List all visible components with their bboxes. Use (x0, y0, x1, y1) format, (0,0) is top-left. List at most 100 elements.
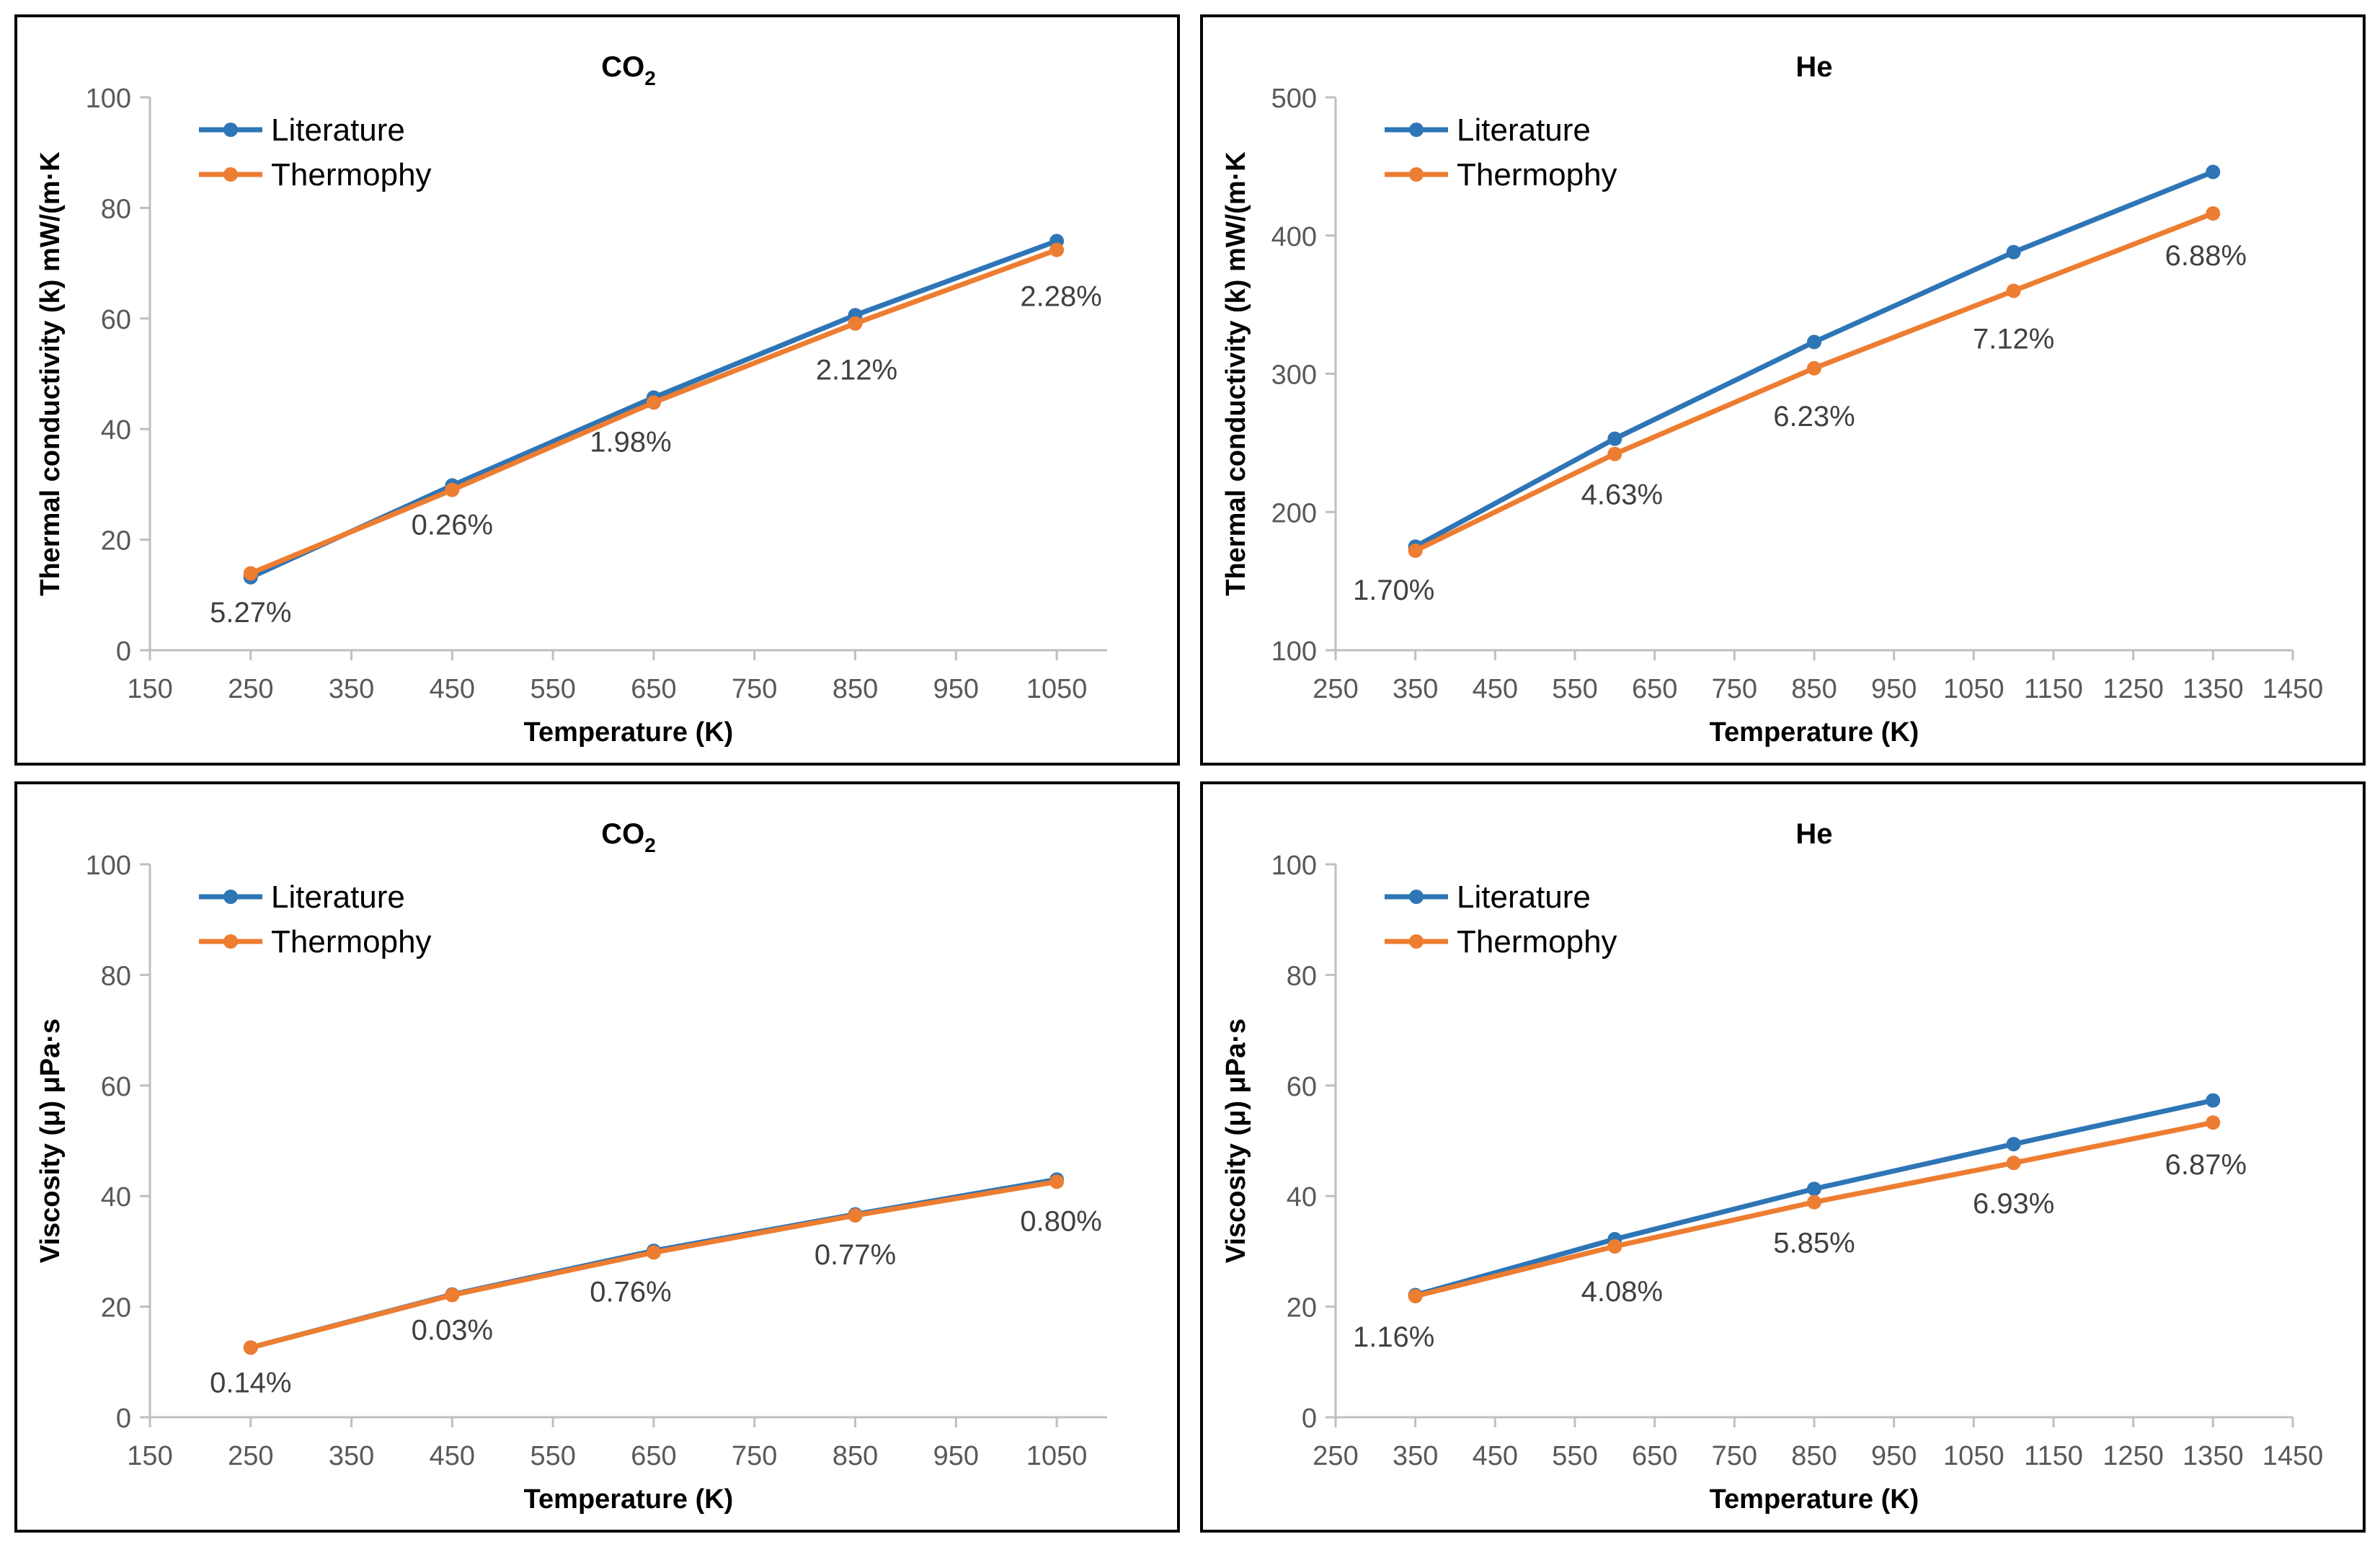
legend-label: Literature (271, 112, 405, 148)
x-tick-label: 950 (933, 674, 979, 704)
data-point-literature (2006, 244, 2021, 260)
y-tick-label: 60 (101, 1072, 131, 1102)
data-point-thermophy (2206, 1115, 2221, 1130)
data-point-thermophy (243, 566, 258, 581)
legend-swatch-marker (223, 167, 238, 182)
y-tick-label: 60 (101, 305, 131, 335)
legend-entry-literature: Literature (1385, 112, 1591, 148)
x-tick-label: 250 (228, 674, 273, 704)
legend-swatch-marker (223, 934, 238, 949)
chart-panel-he-viscosity: He 0 20 40 60 80 100 250 350 450 550 650 750 850 950 10… (1200, 781, 2366, 1533)
x-tick-label: 450 (1473, 1441, 1518, 1471)
x-axis-label: Temperature (K) (1710, 1484, 1919, 1515)
data-point-thermophy (1807, 360, 1821, 376)
x-tick-label: 550 (530, 1441, 575, 1471)
chart-panel-he-conductivity: He 100 200 300 400 500 250 350 450 550 650 750 850 95… (1200, 14, 2366, 766)
x-tick-label: 950 (1871, 674, 1917, 704)
data-label: 4.08% (1581, 1276, 1663, 1308)
legend-swatch-marker (1409, 123, 1424, 137)
chart-svg: He 0 20 40 60 80 100 250 350 450 550 650 750 850 950 10… (1221, 818, 2324, 1515)
x-tick-label: 950 (933, 1441, 979, 1471)
x-tick-label: 1050 (1943, 674, 2004, 704)
data-point-thermophy (1049, 242, 1065, 257)
y-tick-label: 60 (1287, 1072, 1317, 1102)
x-tick-label: 1050 (1026, 674, 1088, 704)
y-tick-label: 200 (1271, 498, 1317, 528)
x-tick-label: 650 (1632, 674, 1677, 704)
y-tick-label: 20 (101, 526, 131, 557)
legend-entry-thermophy: Thermophy (199, 157, 432, 192)
x-tick-label: 1350 (2183, 1441, 2244, 1471)
chart-svg: CO2 0 20 40 60 80 100 150 250 350 450 550 650 750 850 9… (35, 818, 1107, 1515)
y-tick-label: 20 (1287, 1293, 1317, 1324)
y-axis-label: Thermal conductivity (k) mW/(m·K (1221, 151, 1251, 596)
x-axis-label: Temperature (K) (1710, 717, 1919, 748)
data-point-literature (2206, 1093, 2221, 1108)
data-point-thermophy (848, 1208, 863, 1223)
y-tick-label: 100 (86, 84, 131, 114)
legend-entry-thermophy: Thermophy (1385, 157, 1617, 192)
data-point-thermophy (445, 482, 460, 497)
x-tick-label: 550 (1552, 674, 1597, 704)
x-tick-label: 350 (1393, 1441, 1438, 1471)
x-tick-label: 1150 (2024, 1441, 2083, 1471)
y-tick-label: 40 (101, 415, 131, 446)
data-point-thermophy (1408, 543, 1423, 558)
x-tick-label: 1450 (2263, 1441, 2324, 1471)
x-tick-label: 1450 (2263, 674, 2324, 704)
chart-panel-co2-conductivity: CO2 0 20 40 60 80 100 150 250 350 450 550 650 750 850 9… (14, 14, 1180, 766)
chart-title: He (1795, 51, 1832, 83)
y-tick-label: 0 (116, 1404, 131, 1434)
data-label: 0.80% (1020, 1205, 1101, 1237)
x-tick-label: 150 (127, 674, 172, 704)
legend-label: Thermophy (1457, 157, 1617, 192)
x-axis-label: Temperature (K) (524, 1484, 734, 1515)
y-tick-label: 300 (1271, 360, 1317, 391)
x-tick-label: 450 (1473, 674, 1518, 704)
data-point-literature (1807, 1182, 1821, 1197)
y-tick-label: 40 (101, 1182, 131, 1213)
data-point-literature (2006, 1137, 2021, 1152)
legend-swatch-marker (223, 890, 238, 904)
data-point-thermophy (1049, 1174, 1065, 1189)
y-tick-label: 100 (1271, 851, 1317, 881)
x-tick-label: 350 (1393, 674, 1438, 704)
x-tick-label: 850 (1791, 674, 1837, 704)
x-tick-label: 1250 (2103, 674, 2164, 704)
data-point-literature (1807, 334, 1821, 350)
data-label: 6.87% (2165, 1149, 2247, 1181)
chart-title: CO2 (601, 51, 656, 89)
data-label: 6.88% (2165, 240, 2247, 272)
x-tick-label: 1150 (2024, 674, 2083, 704)
legend-label: Thermophy (271, 157, 432, 192)
data-label: 0.03% (412, 1314, 493, 1346)
legend-swatch-marker (1409, 890, 1424, 904)
data-label: 1.70% (1353, 575, 1434, 606)
chart-panel-co2-viscosity: CO2 0 20 40 60 80 100 150 250 350 450 550 650 750 850 9… (14, 781, 1180, 1533)
y-axis-label: Thermal conductivity (k) mW/(m·K (35, 151, 66, 596)
y-tick-label: 40 (1287, 1182, 1317, 1213)
data-point-thermophy (1807, 1194, 1821, 1210)
y-tick-label: 80 (1287, 961, 1317, 991)
x-tick-label: 750 (732, 1441, 777, 1471)
data-label: 2.28% (1020, 281, 1101, 313)
y-axis-label: Viscosity (μ) μPa·s (1221, 1019, 1251, 1263)
x-axis-label: Temperature (K) (524, 717, 734, 748)
x-tick-label: 450 (430, 1441, 475, 1471)
chart-title: He (1795, 818, 1832, 850)
y-tick-label: 100 (86, 851, 131, 881)
chart-svg: He 100 200 300 400 500 250 350 450 550 650 750 850 95… (1221, 51, 2324, 748)
y-tick-label: 500 (1271, 84, 1317, 114)
data-label: 5.27% (210, 597, 291, 629)
legend-label: Literature (271, 879, 405, 915)
x-tick-label: 650 (631, 674, 676, 704)
data-label: 0.26% (412, 510, 493, 541)
y-tick-label: 400 (1271, 222, 1317, 252)
x-tick-label: 850 (832, 674, 878, 704)
chart-title: CO2 (601, 818, 656, 856)
x-tick-label: 1050 (1026, 1441, 1088, 1471)
x-tick-label: 750 (732, 674, 777, 704)
data-label: 1.98% (590, 426, 671, 458)
chart-title-subscript: 2 (644, 834, 656, 856)
data-label: 0.14% (210, 1367, 291, 1398)
